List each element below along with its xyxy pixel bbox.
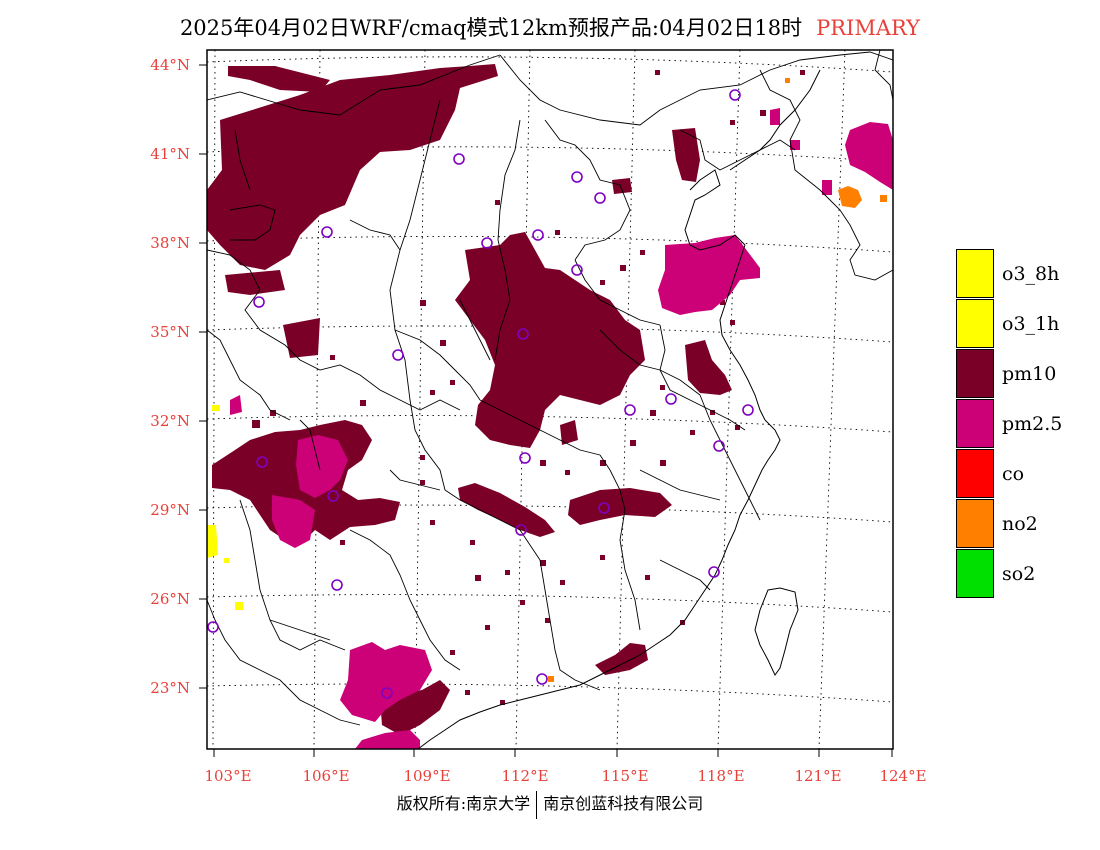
city-markers (207, 89, 754, 699)
legend-label: so2 (1002, 563, 1036, 585)
lon-tick-label: 121°E (794, 767, 842, 785)
legend-label: no2 (1002, 513, 1038, 535)
lon-tick-label: 118°E (697, 767, 745, 785)
lon-tick-label: 106°E (302, 767, 350, 785)
copyright-footer: 版权所有:南京大学 南京创蓝科技有限公司 (0, 790, 1100, 819)
lat-tick-label: 41°N (150, 145, 190, 163)
map-title: 2025年04月02日WRF/cmaq模式12km预报产品:04月02日18时 P… (0, 12, 1100, 42)
lat-tick-label: 29°N (150, 501, 190, 519)
lon-tick-label: 124°E (879, 767, 927, 785)
pm25-regions (230, 108, 893, 749)
footer-divider (536, 790, 538, 819)
copyright-owner: 版权所有:南京大学 (396, 794, 531, 813)
pm10-regions (207, 64, 732, 735)
lon-tick-label: 103°E (204, 767, 252, 785)
copyright-company: 南京创蓝科技有限公司 (543, 794, 704, 813)
pm10-scattered-cells (252, 70, 805, 705)
lat-tick-label: 35°N (150, 323, 190, 341)
legend-swatch (956, 349, 994, 398)
admin-boundaries (207, 50, 893, 726)
legend-label: co (1002, 463, 1025, 485)
legend-swatch (956, 299, 994, 348)
legend-swatch (956, 399, 994, 448)
legend-label: pm2.5 (1002, 413, 1063, 435)
map-border (206, 49, 894, 750)
map-content (207, 50, 893, 749)
axis-tick-marks (199, 64, 893, 757)
lat-tick-label: 32°N (150, 412, 190, 430)
title-primary-tag: PRIMARY (816, 16, 921, 40)
lat-tick-label: 23°N (150, 679, 190, 697)
legend-swatch (956, 549, 994, 598)
coastline (417, 69, 821, 749)
legend-swatch (956, 449, 994, 498)
legend-swatch (956, 499, 994, 548)
lon-tick-label: 109°E (403, 767, 451, 785)
lon-tick-label: 115°E (601, 767, 649, 785)
legend-label: o3_8h (1002, 263, 1060, 285)
lon-tick-label: 112°E (501, 767, 549, 785)
lat-tick-label: 26°N (150, 590, 190, 608)
lat-tick-label: 38°N (150, 234, 190, 252)
no2-regions (548, 78, 887, 682)
legend-swatch (956, 249, 994, 298)
legend-label: o3_1h (1002, 313, 1060, 335)
title-main: 2025年04月02日WRF/cmaq模式12km预报产品:04月02日18时 (179, 16, 803, 40)
lat-tick-label: 44°N (150, 56, 190, 74)
legend-label: pm10 (1002, 363, 1057, 385)
o3-regions (207, 405, 243, 610)
